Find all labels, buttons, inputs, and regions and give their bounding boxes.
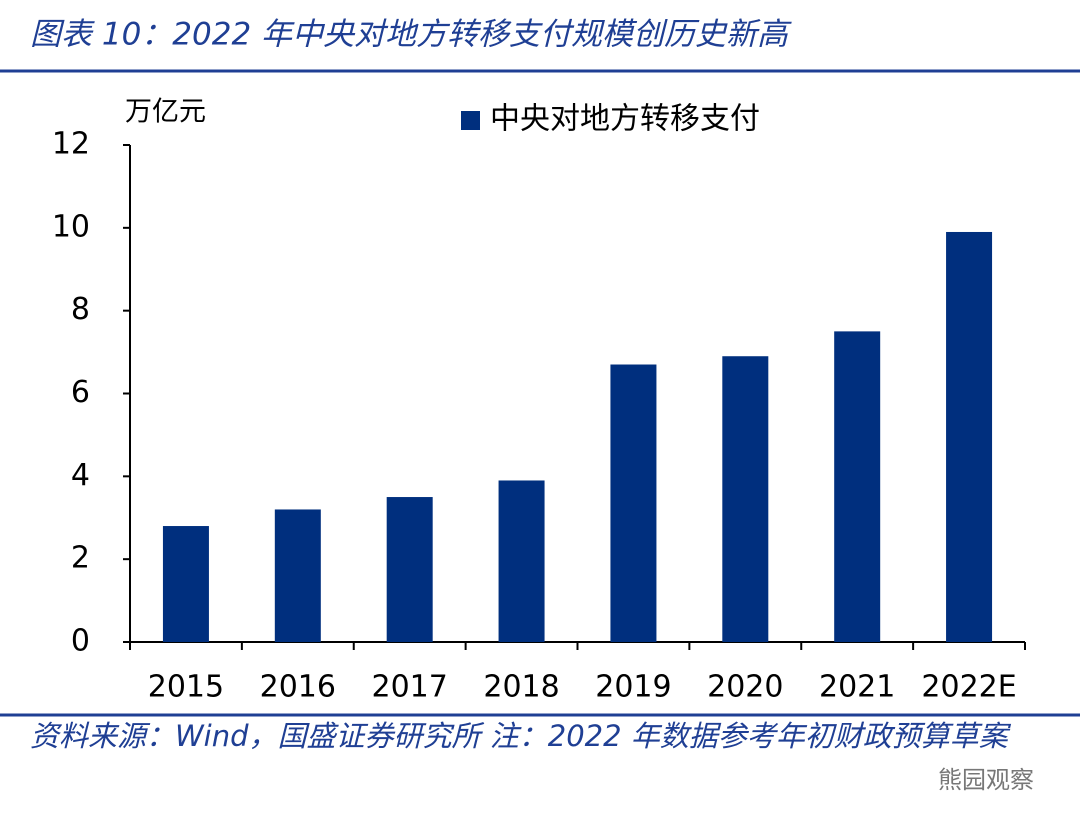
legend-label: 中央对地方转移支付 [490,102,760,137]
bar [498,480,545,642]
legend-swatch [461,111,480,130]
x-tick-label: 2016 [260,670,336,705]
bar [722,356,769,642]
y-tick-label: 10 [52,209,90,244]
x-tick-label: 2019 [595,670,671,705]
bar [946,231,993,642]
bar [274,509,321,642]
bar [610,364,657,642]
chart-title: 图表 10：2022 年中央对地方转移支付规模创历史新高 [30,17,792,53]
y-axis-unit: 万亿元 [125,97,206,128]
y-tick-label: 2 [71,541,90,576]
y-tick-label: 0 [71,624,90,659]
y-tick-label: 8 [71,292,90,327]
bar [162,526,209,642]
source-note: 资料来源：Wind，国盛证券研究所 注：2022 年数据参考年初财政预算草案 [30,719,1008,753]
bar [386,497,433,642]
x-tick-label: 2018 [483,670,559,705]
y-tick-label: 12 [52,127,90,162]
y-tick-label: 4 [71,458,90,493]
x-tick-label: 2022E [921,670,1016,705]
x-tick-label: 2015 [148,670,224,705]
watermark: 熊园观察 [938,766,1034,794]
y-tick-label: 6 [71,375,90,410]
x-tick-label: 2020 [707,670,783,705]
x-tick-label: 2021 [819,670,895,705]
x-tick-label: 2017 [372,670,448,705]
bar [834,331,881,642]
